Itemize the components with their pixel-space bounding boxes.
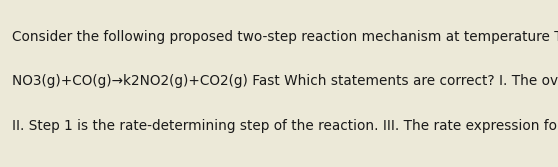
Text: Consider the following proposed two-step reaction mechanism at temperature T. St: Consider the following proposed two-step… [12, 30, 558, 44]
Text: II. Step 1 is the rate-determining step of the reaction. III. The rate expressio: II. Step 1 is the rate-determining step … [12, 119, 558, 133]
Text: NO3(g)+CO(g)→k2NO2(g)+CO2(g) Fast Which statements are correct? I. The overall r: NO3(g)+CO(g)→k2NO2(g)+CO2(g) Fast Which … [12, 74, 558, 88]
